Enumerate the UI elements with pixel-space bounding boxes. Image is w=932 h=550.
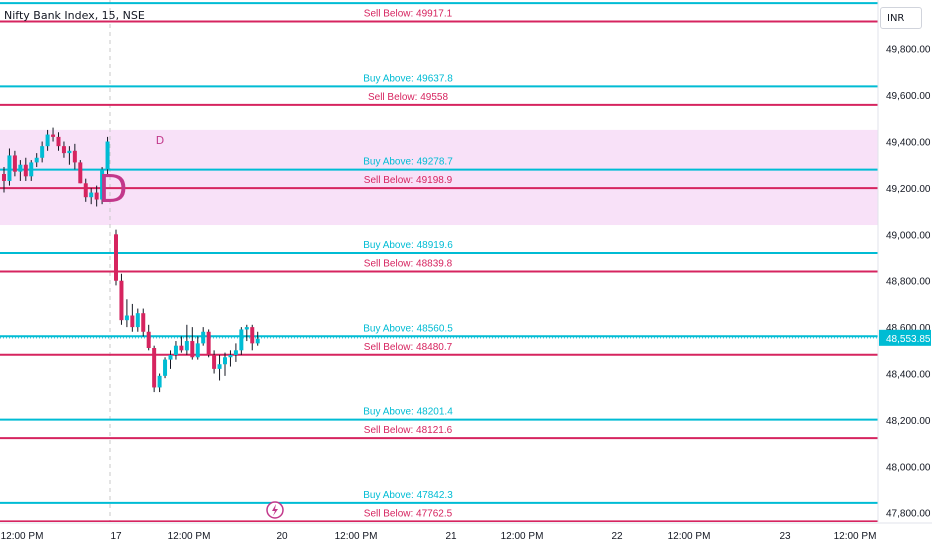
candle-body xyxy=(190,341,195,358)
time-axis xyxy=(0,522,932,550)
candle-body xyxy=(40,146,45,158)
x-tick-label: 20 xyxy=(276,531,288,542)
buy-level-label: Buy Above: 49996.6 xyxy=(363,0,453,1)
buy-level-label: Buy Above: 49278.7 xyxy=(363,157,453,168)
x-tick-label: 12:00 PM xyxy=(335,531,378,542)
candle-body xyxy=(152,348,157,388)
candle-body xyxy=(223,357,227,365)
y-tick-label: 48,400.00 xyxy=(886,370,931,381)
candle-body xyxy=(179,345,184,351)
candle-body xyxy=(94,192,99,200)
candle-body xyxy=(119,280,124,321)
y-tick-label: 48,200.00 xyxy=(886,416,931,427)
x-tick-label: 23 xyxy=(779,531,791,542)
candle-body xyxy=(67,150,72,154)
buy-level-label: Buy Above: 48201.4 xyxy=(363,407,453,418)
y-tick-label: 48,000.00 xyxy=(886,462,931,473)
zone-label: D xyxy=(156,134,164,147)
x-tick-label: 12:00 PM xyxy=(168,531,211,542)
x-tick-label: 12:00 PM xyxy=(501,531,544,542)
candle-body xyxy=(51,134,56,137)
candle-body xyxy=(217,364,222,369)
candle-body xyxy=(157,375,162,388)
candle-body xyxy=(201,331,206,344)
y-tick-label: 48,800.00 xyxy=(886,277,931,288)
buy-level-label: Buy Above: 48919.6 xyxy=(363,240,453,251)
sell-level-label: Sell Below: 49198.9 xyxy=(364,175,453,186)
candle-body xyxy=(255,338,260,344)
candle-body xyxy=(89,192,94,198)
candle-body xyxy=(168,354,173,360)
x-tick-label: 12:00 PM xyxy=(668,531,711,542)
zone-marker-big: D xyxy=(98,167,127,211)
candle-body xyxy=(184,341,189,351)
candle-body xyxy=(83,183,88,198)
y-tick-label: 49,400.00 xyxy=(886,138,931,149)
candle-body xyxy=(72,150,77,163)
sell-level-label: Sell Below: 48480.7 xyxy=(364,342,453,353)
candle-body xyxy=(23,164,28,177)
x-tick-label: 12:00 PM xyxy=(834,531,877,542)
sell-level-label: Sell Below: 49558 xyxy=(368,92,448,103)
candle-body xyxy=(130,315,135,328)
candle-body xyxy=(34,157,39,163)
candle-body xyxy=(105,141,110,170)
last-price-badge xyxy=(879,329,931,346)
buy-level-label: Buy Above: 48560.5 xyxy=(363,323,453,334)
candle-body xyxy=(206,331,211,355)
chart-title: Nifty Bank Index, 15, NSE xyxy=(4,9,145,22)
sell-level-label: Sell Below: 47762.5 xyxy=(364,508,453,519)
candle-body xyxy=(78,162,83,184)
sell-level-label: Sell Below: 49917.1 xyxy=(364,9,453,20)
last-price-label: 48,553.85 xyxy=(886,334,931,345)
sell-level-label: Sell Below: 48121.6 xyxy=(364,425,453,436)
candle-body xyxy=(124,315,129,321)
candle-body xyxy=(146,331,151,348)
candle-body xyxy=(56,136,61,147)
buy-level-label: Buy Above: 49637.8 xyxy=(363,73,453,84)
x-tick-label: 21 xyxy=(445,531,457,542)
price-axis xyxy=(878,0,932,550)
candle-body xyxy=(29,162,34,177)
candle-body xyxy=(228,354,233,358)
candle-body xyxy=(195,343,200,358)
buy-level-label: Buy Above: 47842.3 xyxy=(363,490,453,501)
sell-level-label: Sell Below: 48839.8 xyxy=(364,258,453,269)
y-tick-label: 47,800.00 xyxy=(886,509,931,520)
x-tick-label: 17 xyxy=(110,531,122,542)
candle-body xyxy=(12,155,17,172)
candle-body xyxy=(2,174,6,181)
lightning-icon xyxy=(272,504,278,516)
x-tick-label: 22 xyxy=(611,531,623,542)
candle-body xyxy=(61,146,66,154)
candle-body xyxy=(250,327,255,344)
candle-body xyxy=(233,350,238,355)
candle-body xyxy=(163,359,168,376)
y-tick-label: 49,600.00 xyxy=(886,91,931,102)
y-tick-label: 49,000.00 xyxy=(886,230,931,241)
y-tick-label: 49,800.00 xyxy=(886,45,931,56)
currency-button[interactable]: INR xyxy=(880,7,922,29)
x-tick-label: 12:00 PM xyxy=(1,531,44,542)
y-tick-label: 49,200.00 xyxy=(886,184,931,195)
candle-body xyxy=(244,327,249,330)
candle-body xyxy=(239,329,244,351)
candle-body xyxy=(18,164,23,172)
candle-body xyxy=(100,169,105,200)
candle-body xyxy=(173,345,178,355)
candle-body xyxy=(141,313,146,332)
demand-zone xyxy=(0,129,878,226)
candle-body xyxy=(135,313,140,328)
candle-body xyxy=(45,134,50,147)
candle-body xyxy=(7,155,12,181)
y-tick-label: 48,600.00 xyxy=(886,323,931,334)
candle-body xyxy=(114,234,118,281)
candle-body xyxy=(212,354,217,369)
